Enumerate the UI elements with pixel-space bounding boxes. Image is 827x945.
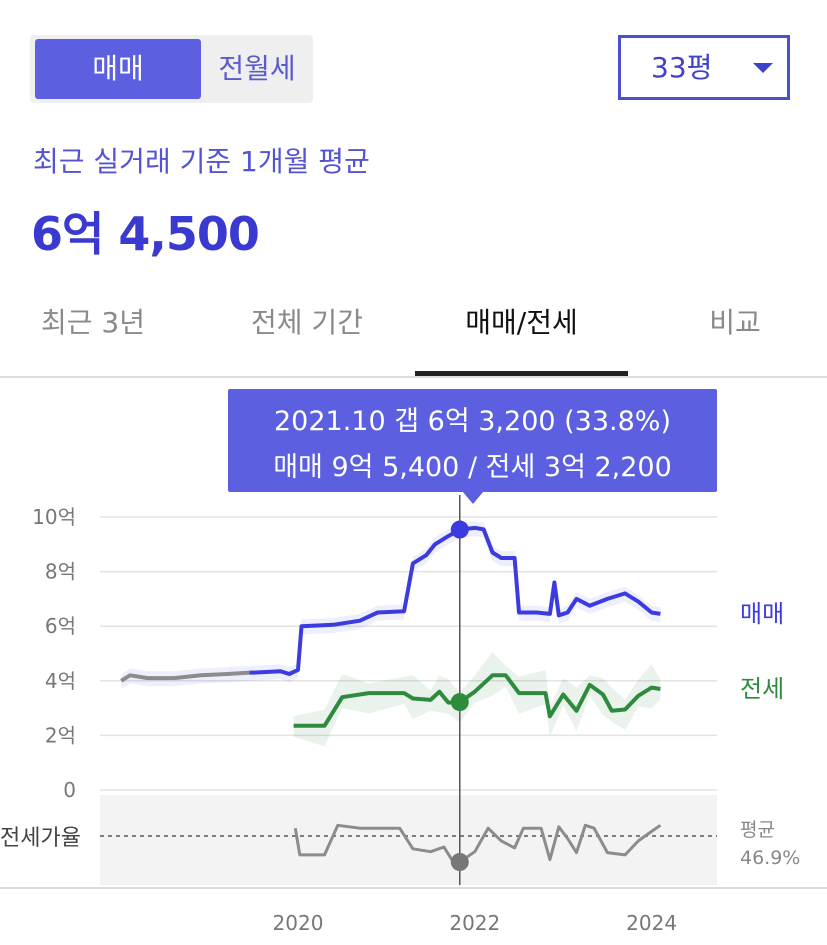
summary-subtitle: 최근 실거래 기준 1개월 평균 [33,145,370,178]
ratio-average-label: 평균 [740,819,775,841]
tab-compare[interactable]: 비교 [709,306,761,339]
ratio-series-line [293,823,662,864]
y-tick-label: 6억 [45,614,76,638]
tab-recent-3-years[interactable]: 최근 3년 [41,306,145,339]
sale-series-line [249,525,661,676]
legend-sale: 매매 [740,600,784,628]
y-tick-label: 4억 [45,669,76,693]
average-price: 6억 4,500 [31,207,260,261]
sale-history-line [120,670,250,683]
size-select[interactable]: 33평 [618,35,790,100]
chart-tooltip: 2021.10 갭 6억 3,200 (33.8%) 매매 9억 5,400 /… [228,389,717,504]
x-tick-label: 2024 [626,911,677,935]
sale-tab-button[interactable]: 매매 [35,39,201,99]
size-select-value: 33평 [651,51,713,84]
tooltip-gap-line: 2021.10 갭 6억 3,200 (33.8%) [274,406,671,437]
ratio-axis-label: 전세가율 [0,826,81,851]
x-tick-label: 2020 [273,911,324,935]
jeonse-range-band [293,652,661,747]
sale-highlight-point [450,520,469,539]
rent-tab-button[interactable]: 전월세 [218,52,296,85]
jeonse-highlight-point [450,693,469,712]
x-tick-label: 2022 [449,911,500,935]
tab-divider [0,376,827,378]
ratio-highlight-point [450,853,469,871]
sale-range-band [121,521,661,689]
tooltip-price-line: 매매 9억 5,400 / 전세 3억 2,200 [273,452,672,483]
y-tick-label: 2억 [45,723,76,747]
legend-jeonse: 전세 [740,675,784,703]
y-tick-label: 8억 [45,560,76,584]
tab-sale-jeonse[interactable]: 매매/전세 [465,306,578,339]
active-tab-indicator [415,371,628,376]
ratio-average-value: 46.9% [740,847,800,869]
y-tick-label: 10억 [32,505,76,529]
trade-type-toggle: 매매 전월세 [30,35,313,103]
tab-all-period[interactable]: 전체 기간 [251,306,363,339]
tooltip-pointer [463,492,483,504]
caret-down-icon [753,63,773,73]
jeonse-series-line [293,673,661,728]
y-tick-label: 0 [63,778,76,802]
